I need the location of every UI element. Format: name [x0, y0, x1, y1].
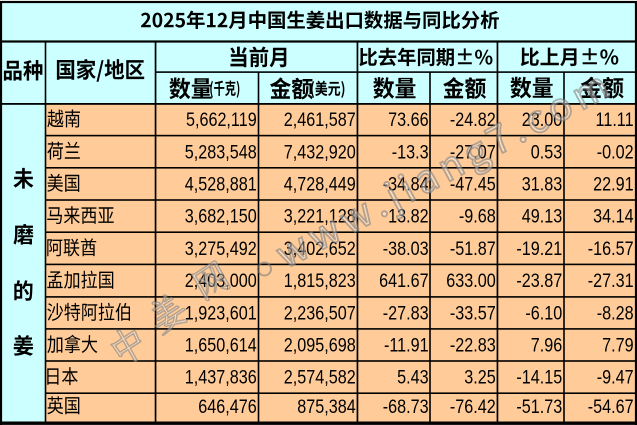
svg-text:875,384: 875,384 [297, 395, 356, 417]
svg-text:-24.82: -24.82 [450, 109, 496, 131]
svg-text:2,461,587: 2,461,587 [284, 109, 356, 131]
svg-text:22.91: 22.91 [593, 173, 634, 195]
svg-text:1,815,823: 1,815,823 [284, 270, 356, 292]
svg-text:-0.02: -0.02 [597, 141, 634, 163]
svg-text:646,476: 646,476 [198, 395, 257, 417]
svg-text:-47.45: -47.45 [450, 173, 496, 195]
svg-text:3,275,492: 3,275,492 [185, 238, 257, 260]
svg-text:11.11: 11.11 [596, 109, 634, 131]
svg-text:-13.3: -13.3 [392, 141, 429, 163]
svg-text:1,923,601: 1,923,601 [185, 302, 257, 324]
svg-text:-16.57: -16.57 [588, 238, 634, 260]
svg-text:-14.15: -14.15 [516, 366, 562, 388]
svg-text:1,437,836: 1,437,836 [185, 366, 257, 388]
svg-text:641.67: 641.67 [379, 270, 428, 292]
svg-text:7,432,920: 7,432,920 [284, 141, 356, 163]
svg-text:-23.87: -23.87 [516, 270, 562, 292]
svg-text:-27.07: -27.07 [450, 141, 496, 163]
svg-text:-54.67: -54.67 [588, 395, 634, 417]
svg-text:2,574,582: 2,574,582 [284, 366, 356, 388]
svg-text:7.96: 7.96 [531, 334, 563, 356]
svg-text:5,283,548: 5,283,548 [185, 141, 257, 163]
svg-text:13.82: 13.82 [388, 205, 428, 227]
svg-text:-51.73: -51.73 [516, 395, 562, 417]
svg-text:7.79: 7.79 [602, 334, 634, 356]
svg-text:633.00: 633.00 [446, 270, 496, 292]
svg-text:-68.73: -68.73 [383, 395, 429, 417]
svg-text:-9.47: -9.47 [597, 366, 634, 388]
svg-text:-19.21: -19.21 [516, 238, 562, 260]
svg-text:-27.31: -27.31 [588, 270, 634, 292]
svg-text:-27.83: -27.83 [383, 302, 429, 324]
svg-text:5,662,119: 5,662,119 [186, 109, 257, 131]
svg-text:3,221,128: 3,221,128 [284, 205, 356, 227]
svg-text:4,728,449: 4,728,449 [284, 173, 356, 195]
svg-text:49.13: 49.13 [522, 205, 563, 227]
svg-text:-22.83: -22.83 [450, 334, 496, 356]
svg-text:4,528,881: 4,528,881 [185, 173, 257, 195]
svg-text:5.43: 5.43 [397, 366, 429, 388]
svg-text:-33.57: -33.57 [450, 302, 496, 324]
svg-text:-6.10: -6.10 [525, 302, 562, 324]
svg-text:34.14: 34.14 [593, 205, 634, 227]
svg-text:1,650,614: 1,650,614 [185, 334, 257, 356]
svg-text:2,236,507: 2,236,507 [284, 302, 356, 324]
svg-text:0.53: 0.53 [531, 141, 563, 163]
svg-text:2,095,698: 2,095,698 [284, 334, 356, 356]
svg-text:-76.42: -76.42 [450, 395, 496, 417]
svg-text:73.66: 73.66 [388, 109, 429, 131]
svg-text:-8.28: -8.28 [597, 302, 634, 324]
svg-text:-38.03: -38.03 [383, 238, 429, 260]
svg-text:3,682,150: 3,682,150 [185, 205, 257, 227]
svg-text:3.25: 3.25 [464, 366, 496, 388]
svg-text:-9.68: -9.68 [459, 205, 496, 227]
svg-text:31.83: 31.83 [522, 173, 563, 195]
svg-text:-51.87: -51.87 [450, 238, 496, 260]
svg-text:-11.91: -11.91 [384, 334, 429, 356]
